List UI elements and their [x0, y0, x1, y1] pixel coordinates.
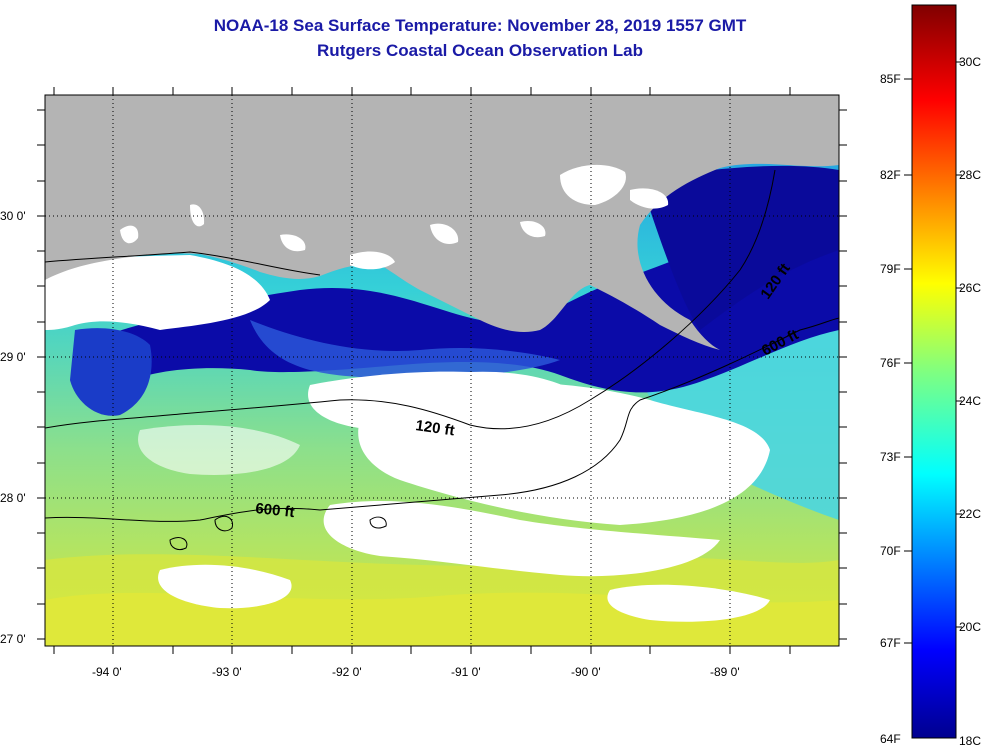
- map-frame: [44, 94, 840, 647]
- colorbar-f-79: 79F: [880, 262, 901, 276]
- bay-lake-salvador: [520, 220, 546, 238]
- contour-label-120ft-central: 120 ft: [414, 417, 455, 439]
- contour-label-600ft-west: 600 ft: [255, 500, 296, 521]
- lat-label-30: 30 0': [0, 209, 26, 223]
- lon-label-94: -94 0': [92, 665, 122, 679]
- cloud-upper-mid: [138, 425, 300, 475]
- cool-water-east: [640, 300, 839, 520]
- graticule: [45, 95, 839, 646]
- bay-grand-lake: [280, 234, 306, 252]
- cloud-south-west: [158, 564, 292, 609]
- colorbar-ticks: [904, 61, 962, 644]
- cloud-band-west: [45, 255, 270, 330]
- cloud-south-east: [607, 584, 770, 622]
- colorbar-f-70: 70F: [880, 544, 901, 558]
- land-louisiana-texas: [45, 95, 839, 350]
- colorbar-c-24: 24C: [959, 394, 982, 408]
- cold-water-west: [70, 328, 152, 416]
- lake-borgne: [630, 188, 669, 209]
- lon-label-91: -91 0': [451, 665, 481, 679]
- contour-600ft-loop2: [369, 516, 387, 529]
- lon-label-89: -89 0': [710, 665, 740, 679]
- lake-pontchartrain: [560, 164, 626, 205]
- map-title: NOAA-18 Sea Surface Temperature: Novembe…: [213, 16, 747, 35]
- colorbar-f-76: 76F: [880, 356, 901, 370]
- lat-label-27: 27 0': [0, 632, 26, 646]
- contour-120ft-line: [45, 169, 776, 430]
- colorbar-c-22: 22C: [959, 507, 982, 521]
- colorbar-f-82: 82F: [880, 168, 901, 182]
- bay-central: [350, 251, 395, 270]
- cloud-central-south: [323, 500, 720, 577]
- bay-atchafalaya: [430, 223, 459, 245]
- colorbar: [911, 4, 957, 739]
- bay-west: [120, 225, 139, 244]
- contour-600ft-loop3: [169, 537, 188, 551]
- lat-label-29: 29 0': [0, 350, 26, 364]
- map-subtitle: Rutgers Coastal Ocean Observation Lab: [317, 41, 643, 60]
- colorbar-c-20: 20C: [959, 620, 982, 634]
- lon-label-92: -92 0': [332, 665, 362, 679]
- colorbar-c-28: 28C: [959, 168, 982, 182]
- lat-label-28: 28 0': [0, 491, 26, 505]
- colorbar-c-26: 26C: [959, 281, 982, 295]
- cold-shelf-light: [250, 320, 560, 379]
- lake-calcasieu: [190, 204, 205, 227]
- contour-600ft-line: [45, 317, 839, 522]
- cold-east-shelf: [640, 165, 839, 330]
- colorbar-f-67: 67F: [880, 636, 901, 650]
- cloud-band-central2: [358, 381, 770, 525]
- lon-label-93: -93 0': [212, 665, 242, 679]
- colorbar-f-64: 64F: [880, 732, 901, 746]
- colorbar-c-18: 18C: [959, 734, 982, 748]
- tick-marks: [37, 87, 847, 654]
- colorbar-f-73: 73F: [880, 450, 901, 464]
- colorbar-f-85: 85F: [880, 72, 901, 86]
- lon-label-90: -90 0': [571, 665, 601, 679]
- colorbar-c-30: 30C: [959, 55, 982, 69]
- contour-120ft-west: [45, 251, 321, 276]
